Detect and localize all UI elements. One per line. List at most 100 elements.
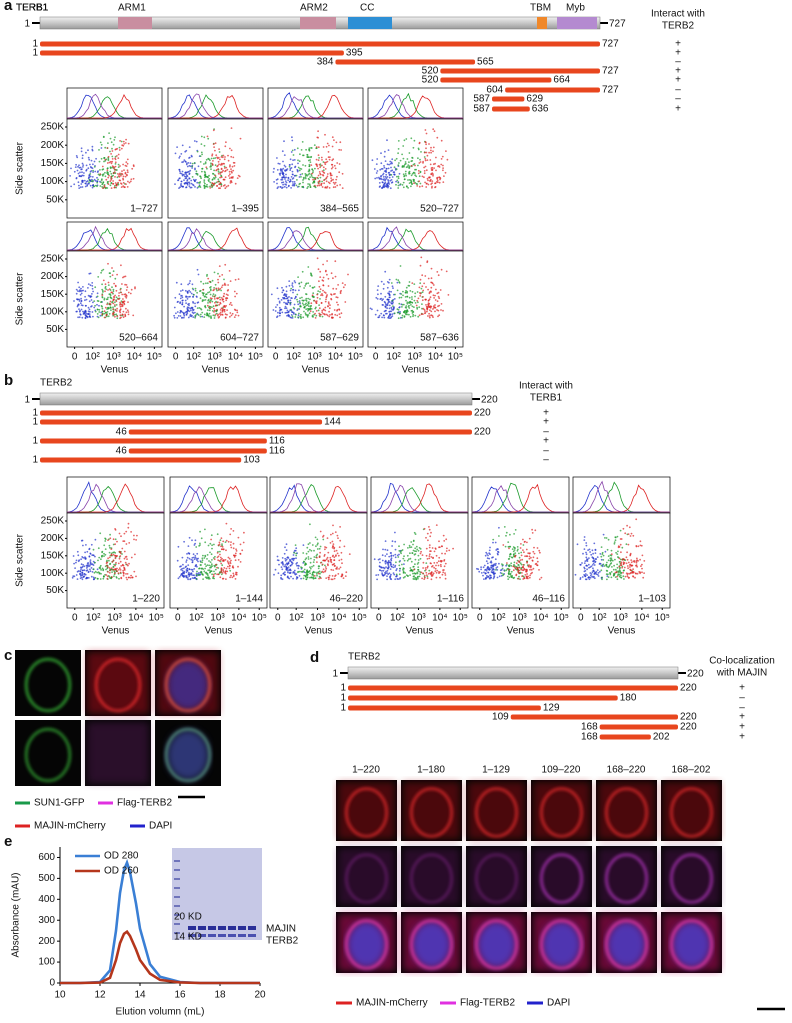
histogram-box <box>573 477 670 513</box>
scatter-dot <box>327 557 329 559</box>
x-tick-label: 10² <box>189 613 204 624</box>
scatter-dot <box>194 303 196 305</box>
scatter-dot <box>111 163 113 165</box>
scatter-dot <box>199 544 201 546</box>
scatter-dot <box>307 282 309 284</box>
scatter-dot <box>211 563 213 565</box>
scatter-dot <box>105 175 107 177</box>
scatter-dot <box>212 183 214 185</box>
scatter-dot <box>119 555 121 557</box>
scatter-dot <box>94 161 96 163</box>
scatter-dot <box>433 562 435 564</box>
scatter-dot <box>297 567 299 569</box>
scatter-dot <box>341 559 343 561</box>
scatter-dot <box>321 311 323 313</box>
scatter-dot <box>387 287 389 289</box>
scatter-dot <box>390 310 392 312</box>
scatter-dot <box>445 538 447 540</box>
scatter-dot <box>336 176 338 178</box>
scatter-dot <box>323 166 325 168</box>
scatter-dot <box>436 178 438 180</box>
scatter-dot <box>526 577 528 579</box>
scatter-dot <box>82 180 84 182</box>
scatter-dot <box>122 572 124 574</box>
scatter-dot <box>276 316 278 318</box>
scatter-dot <box>629 555 631 557</box>
scatter-dot <box>217 552 219 554</box>
scatter-dot <box>319 276 321 278</box>
scatter-dot <box>431 167 433 169</box>
scatter-dot <box>223 549 225 551</box>
scatter-dot <box>98 309 100 311</box>
scatter-dot <box>415 169 417 171</box>
scatter-dot <box>390 578 392 580</box>
scatter-dot <box>619 561 621 563</box>
scatter-dot <box>197 302 199 304</box>
scatter-dot <box>379 566 381 568</box>
scatter-dot <box>194 544 196 546</box>
scatter-dot <box>87 564 89 566</box>
scatter-dot <box>627 565 629 567</box>
scatter-dot <box>486 560 488 562</box>
scatter-dot <box>399 306 401 308</box>
scatter-dot <box>332 146 334 148</box>
scatter-dot <box>393 171 395 173</box>
scatter-dot <box>621 567 623 569</box>
scatter-dot <box>77 170 79 172</box>
scatter-dot <box>489 578 491 580</box>
scatter-dot <box>218 317 220 319</box>
scatter-dot <box>403 182 405 184</box>
scatter-dot <box>440 289 442 291</box>
scatter-dot <box>414 547 416 549</box>
scatter-dot <box>186 559 188 561</box>
scatter-dot <box>431 180 433 182</box>
scatter-dot <box>417 157 419 159</box>
scatter-dot <box>594 564 596 566</box>
scatter-dot <box>403 544 405 546</box>
scatter-dot <box>589 578 591 580</box>
scatter-dot <box>112 180 114 182</box>
scatter-dot <box>117 173 119 175</box>
scatter-dot <box>615 537 617 539</box>
scatter-dot <box>98 311 100 313</box>
scatter-dot <box>281 309 283 311</box>
scatter-dot <box>592 567 594 569</box>
scatter-dot <box>85 170 87 172</box>
scatter-dot <box>305 308 307 310</box>
scatter-dot <box>217 282 219 284</box>
scatter-dot <box>433 294 435 296</box>
scatter-dot <box>131 168 133 170</box>
scatter-dot <box>616 553 618 555</box>
scatter-dot <box>121 294 123 296</box>
scatter-dot <box>214 566 216 568</box>
scatter-dot <box>113 297 115 299</box>
construct-bar <box>40 439 267 444</box>
scatter-dot <box>308 147 310 149</box>
scatter-dot <box>438 546 440 548</box>
scatter-dot <box>196 571 198 573</box>
scatter-dot <box>406 301 408 303</box>
scatter-dot <box>424 575 426 577</box>
scatter-dot <box>427 566 429 568</box>
scatter-dot <box>312 544 314 546</box>
scatter-dot <box>183 567 185 569</box>
scatter-dot <box>391 182 393 184</box>
scatter-dot <box>107 167 109 169</box>
construct-end: 395 <box>346 48 363 59</box>
scatter-dot <box>331 316 333 318</box>
scatter-dot <box>104 310 106 312</box>
scatter-dot <box>279 307 281 309</box>
scatter-dot <box>416 546 418 548</box>
scatter-dot <box>425 160 427 162</box>
scatter-dot <box>201 136 203 138</box>
scatter-dot <box>628 562 630 564</box>
scatter-dot <box>430 147 432 149</box>
scatter-dot <box>291 151 293 153</box>
scatter-dot <box>435 289 437 291</box>
scatter-dot <box>101 555 103 557</box>
scatter-dot <box>91 299 93 301</box>
scatter-dot <box>511 576 513 578</box>
scatter-dot <box>310 305 312 307</box>
scatter-dot <box>187 557 189 559</box>
scatter-dot <box>111 297 113 299</box>
